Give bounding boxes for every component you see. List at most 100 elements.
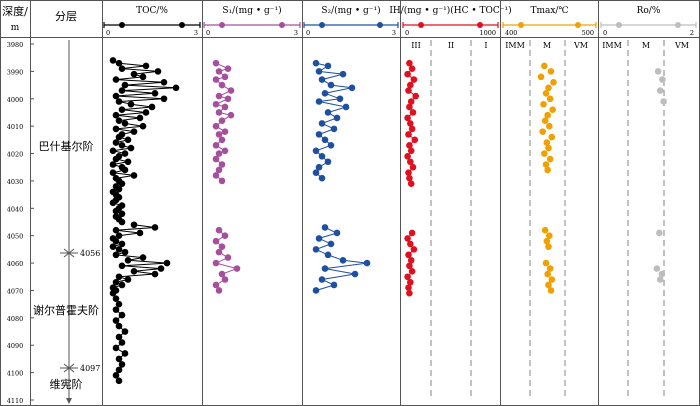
boundary-label-4056: 4056 xyxy=(80,249,100,258)
ih-point xyxy=(407,278,414,286)
s1-point xyxy=(215,68,223,75)
toc-point xyxy=(115,300,123,308)
tmax-point xyxy=(541,117,549,124)
ih-point xyxy=(405,169,412,177)
tmax-point xyxy=(546,95,554,103)
x-tick-max-s1: 3 xyxy=(294,29,298,37)
ih-point xyxy=(406,174,413,182)
s1-point xyxy=(212,259,220,267)
panel-title-ih: IH/(mg • g⁻¹)(HC • TOC⁻¹) xyxy=(389,5,511,16)
toc-point xyxy=(139,73,147,81)
s1-point xyxy=(215,166,223,174)
toc-point xyxy=(160,79,168,86)
toc-point xyxy=(142,109,150,116)
x-tick-max-ro: 2 xyxy=(690,29,694,37)
tmax-point xyxy=(546,265,554,272)
toc-point xyxy=(109,57,117,64)
tmax-point xyxy=(541,150,548,157)
boundary-marker-4097: 4097 xyxy=(60,363,100,373)
toc-point xyxy=(109,169,117,177)
toc-point xyxy=(115,377,123,385)
s1-point xyxy=(215,287,223,294)
toc-point xyxy=(151,89,159,97)
tmax-point xyxy=(544,166,551,174)
s2-point xyxy=(315,131,323,138)
panel-title-ro: Ro/% xyxy=(637,6,661,16)
toc-point xyxy=(115,232,123,239)
ro-zone-label: M xyxy=(642,41,650,50)
ih-point xyxy=(408,267,416,275)
toc-point xyxy=(157,265,165,272)
s1-point xyxy=(221,232,229,239)
toc-point xyxy=(118,361,126,368)
ih-point xyxy=(404,273,411,281)
depth-tick-label: 3990 xyxy=(7,68,24,76)
s1-point xyxy=(215,150,223,157)
toc-point xyxy=(151,270,159,278)
toc-point xyxy=(118,281,126,289)
s1-point xyxy=(218,136,226,144)
s1-point xyxy=(218,117,226,124)
x-tick-max-s2: 3 xyxy=(392,29,396,37)
toc-point xyxy=(112,295,120,302)
s2-point xyxy=(312,246,320,253)
s2-point xyxy=(318,276,326,283)
toc-point xyxy=(115,246,123,253)
panel-ro xyxy=(653,68,667,283)
panel-tmax xyxy=(537,62,557,294)
tmax-zone-label: IMM xyxy=(505,41,525,50)
ih-point xyxy=(407,147,415,155)
ih-point xyxy=(406,142,413,149)
depth-tick-label: 4030 xyxy=(7,178,24,186)
tmax-zone-label: M xyxy=(543,41,551,50)
s2-point xyxy=(315,163,323,171)
s2-point xyxy=(336,95,344,103)
ih-point xyxy=(405,131,412,138)
ro-zone-label: IMM xyxy=(602,41,622,50)
ih-point xyxy=(408,65,416,72)
toc-point xyxy=(121,120,129,127)
toc-point xyxy=(130,172,138,179)
tmax-point xyxy=(549,106,556,114)
ih-point xyxy=(407,240,414,248)
toc-point xyxy=(121,248,129,256)
ro-point xyxy=(653,265,661,272)
ih-point xyxy=(406,289,413,297)
tmax-point xyxy=(545,84,552,92)
toc-point xyxy=(130,128,138,135)
s2-point xyxy=(330,281,338,289)
tmax-point xyxy=(545,243,552,250)
tmax-point xyxy=(544,270,551,278)
x-tick-max-ih: 1000 xyxy=(479,29,496,37)
s2-point xyxy=(315,68,323,75)
tmax-point xyxy=(546,122,553,130)
s2-point xyxy=(339,70,347,78)
ih-point xyxy=(406,262,413,270)
panel-s1 xyxy=(212,59,241,294)
tmax-point xyxy=(547,68,555,75)
toc-point xyxy=(112,92,120,100)
s1-point xyxy=(212,172,220,179)
tmax-point xyxy=(539,128,546,135)
zone-dividers: III II I IMM M VM IMM M VM xyxy=(411,40,689,400)
toc-point xyxy=(118,142,126,149)
s1-point xyxy=(233,265,241,272)
tmax-zone-label: VM xyxy=(573,41,588,50)
s1-point xyxy=(224,65,232,72)
toc-point xyxy=(118,262,126,270)
s1-point xyxy=(215,226,223,234)
ih-point xyxy=(406,59,413,67)
toc-point xyxy=(118,65,126,72)
s1-point xyxy=(212,76,220,83)
s1-point xyxy=(215,109,223,116)
x-tick-min-tmax: 400 xyxy=(505,29,517,37)
s1-point xyxy=(221,276,229,283)
ih-point xyxy=(407,98,415,105)
legend-dot-left-ih xyxy=(418,22,424,28)
panel-title-tmax: Tmax/℃ xyxy=(530,6,568,16)
formation-visean: 维宪阶 xyxy=(50,377,83,391)
ih-point xyxy=(412,92,420,100)
s2-point xyxy=(342,103,350,111)
tmax-point xyxy=(548,133,556,141)
